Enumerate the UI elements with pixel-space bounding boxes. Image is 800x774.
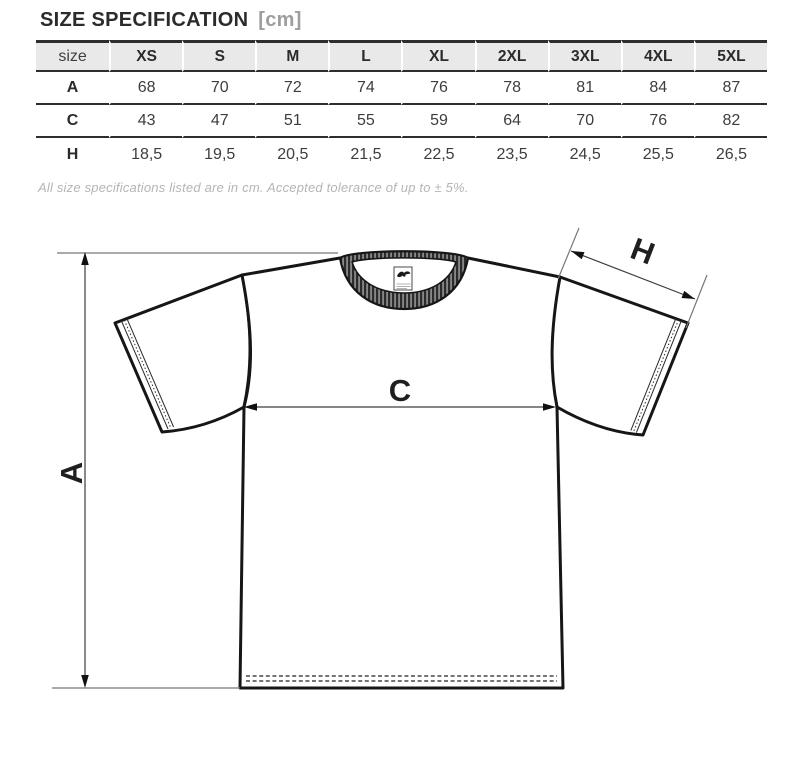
page-title: SIZE SPECIFICATION [cm] <box>40 9 800 32</box>
column-header-l: L <box>328 40 402 72</box>
table-row-a: A 68 70 72 74 76 78 81 84 87 <box>36 72 767 105</box>
bird-logo-icon <box>397 271 411 278</box>
size-cell: 21,5 <box>328 138 401 171</box>
size-table: size XS S M L XL 2XL 3XL 4XL 5XL A 68 70… <box>36 40 767 171</box>
dim-a-arrow-up <box>81 252 89 265</box>
dim-c-arrow-left <box>244 403 257 411</box>
size-table-header-row: size XS S M L XL 2XL 3XL 4XL 5XL <box>36 40 767 72</box>
footnote: All size specifications listed are in cm… <box>38 180 469 195</box>
size-cell: 72 <box>255 72 329 105</box>
dim-h-extension-left <box>557 227 580 280</box>
size-cell: 43 <box>109 105 183 138</box>
row-label-a: A <box>36 72 110 105</box>
dim-h-arrow-right <box>681 290 695 299</box>
column-header-m: M <box>255 40 329 72</box>
size-cell: 18,5 <box>109 138 182 171</box>
column-header-5xl: 5XL <box>693 40 767 72</box>
size-cell: 82 <box>693 105 767 138</box>
size-cell: 22,5 <box>401 138 474 171</box>
left-cuff-stitching <box>121 318 175 430</box>
row-label-c: C <box>36 105 110 138</box>
dim-c-label: C <box>389 373 411 408</box>
size-cell: 59 <box>401 105 475 138</box>
dim-h-line <box>570 250 696 300</box>
size-cell: 70 <box>182 72 256 105</box>
size-cell: 81 <box>547 72 621 105</box>
dim-a-arrow-down <box>81 675 89 688</box>
size-cell: 51 <box>255 105 329 138</box>
column-header-3xl: 3XL <box>547 40 621 72</box>
hem-stitching <box>246 675 557 682</box>
size-cell: 24,5 <box>547 138 621 171</box>
size-cell: 23,5 <box>474 138 548 171</box>
size-cell: 74 <box>328 72 402 105</box>
dimension-c: C <box>244 373 556 411</box>
size-cell: 64 <box>474 105 548 138</box>
size-cell: 78 <box>474 72 548 105</box>
size-cell: 76 <box>401 72 475 105</box>
dim-h-label: H <box>626 231 659 272</box>
column-header-size: size <box>36 40 110 72</box>
neck-label <box>393 266 413 291</box>
column-header-xs: XS <box>109 40 183 72</box>
size-cell: 19,5 <box>182 138 255 171</box>
right-cuff-stitching <box>630 318 682 433</box>
size-cell: 26,5 <box>693 138 767 171</box>
column-header-xl: XL <box>401 40 475 72</box>
size-cell: 84 <box>620 72 694 105</box>
tshirt-diagram: A C H <box>52 227 708 690</box>
size-cell: 87 <box>693 72 767 105</box>
dim-h-arrow-left <box>571 251 585 260</box>
dim-h-extension-right <box>685 274 708 329</box>
dim-c-arrow-right <box>543 403 556 411</box>
size-cell: 47 <box>182 105 256 138</box>
column-header-s: S <box>182 40 256 72</box>
size-cell: 68 <box>109 72 183 105</box>
size-cell: 76 <box>620 105 694 138</box>
dimension-a: A <box>52 252 338 689</box>
column-header-2xl: 2XL <box>474 40 548 72</box>
column-header-4xl: 4XL <box>620 40 694 72</box>
size-cell: 55 <box>328 105 402 138</box>
page-title-unit: [cm] <box>258 9 302 31</box>
size-cell: 20,5 <box>255 138 328 171</box>
size-cell: 70 <box>547 105 621 138</box>
torso <box>238 256 565 690</box>
page-title-text: SIZE SPECIFICATION <box>40 9 249 31</box>
table-row-h: H 18,5 19,5 20,5 21,5 22,5 23,5 24,5 25,… <box>36 138 767 171</box>
dim-a-label: A <box>54 462 89 484</box>
row-label-h: H <box>66 145 79 163</box>
size-cell: 25,5 <box>620 138 694 171</box>
table-row-c: C 43 47 51 55 59 64 70 76 82 <box>36 105 767 138</box>
